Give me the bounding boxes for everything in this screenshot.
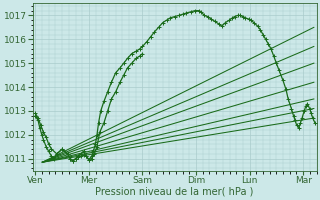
X-axis label: Pression niveau de la mer( hPa ): Pression niveau de la mer( hPa ) <box>95 187 254 197</box>
